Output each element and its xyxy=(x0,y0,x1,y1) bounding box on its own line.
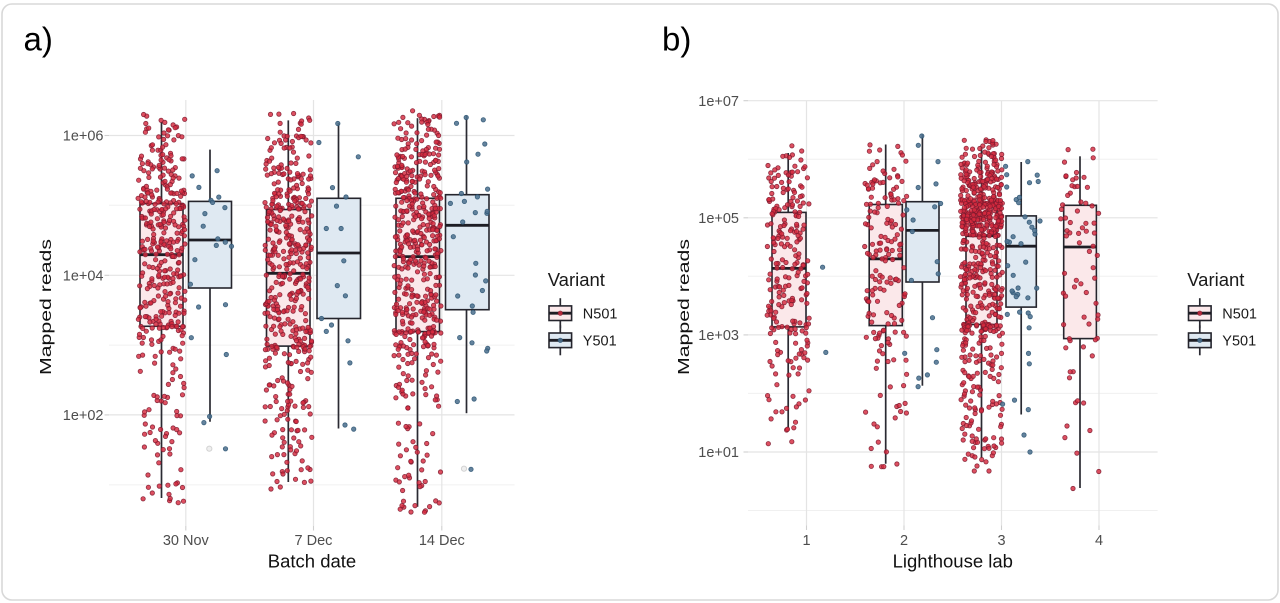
svg-text:Y501: Y501 xyxy=(583,334,617,350)
svg-text:4: 4 xyxy=(1095,533,1103,549)
svg-text:Y501: Y501 xyxy=(1222,334,1256,350)
svg-text:14 Dec: 14 Dec xyxy=(419,533,465,549)
svg-text:b): b) xyxy=(662,20,691,57)
svg-text:Batch date: Batch date xyxy=(268,551,356,572)
svg-text:7 Dec: 7 Dec xyxy=(295,533,333,549)
svg-text:1e+06: 1e+06 xyxy=(63,129,104,145)
svg-text:1e+05: 1e+05 xyxy=(698,211,739,227)
svg-text:1e+07: 1e+07 xyxy=(698,94,739,110)
svg-text:Lighthouse lab: Lighthouse lab xyxy=(893,551,1013,572)
svg-text:1e+04: 1e+04 xyxy=(63,269,104,285)
svg-text:1e+02: 1e+02 xyxy=(63,408,104,424)
svg-text:1e+03: 1e+03 xyxy=(698,328,739,344)
svg-text:Variant: Variant xyxy=(1187,269,1244,290)
svg-text:Variant: Variant xyxy=(548,269,605,290)
svg-text:N501: N501 xyxy=(583,306,618,322)
svg-text:Mapped reads: Mapped reads xyxy=(675,239,693,375)
svg-text:1: 1 xyxy=(802,533,810,549)
svg-text:30 Nov: 30 Nov xyxy=(163,533,210,549)
svg-text:3: 3 xyxy=(997,533,1005,549)
svg-text:1e+01: 1e+01 xyxy=(698,445,739,461)
svg-text:Mapped reads: Mapped reads xyxy=(37,239,55,375)
svg-text:2: 2 xyxy=(900,533,908,549)
svg-text:N501: N501 xyxy=(1222,306,1257,322)
svg-text:a): a) xyxy=(24,20,53,57)
